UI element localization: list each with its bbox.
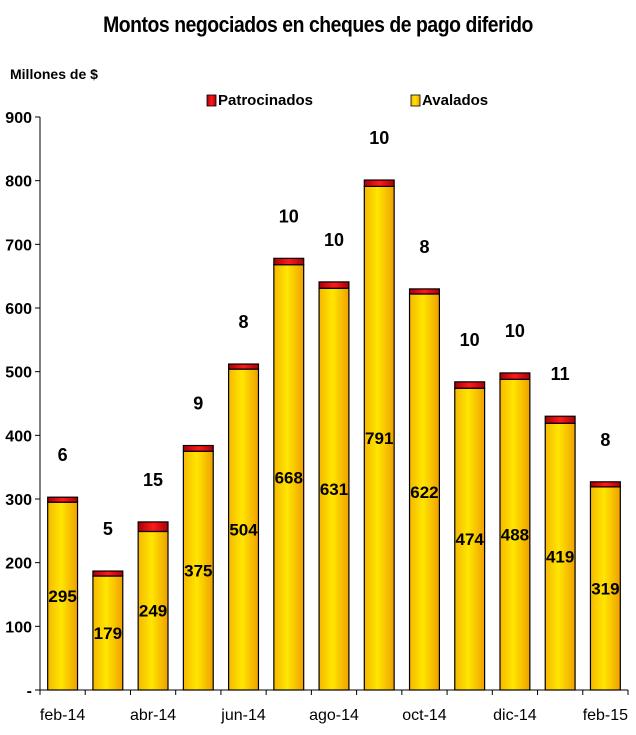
bar-avalados: [408, 293, 440, 691]
bar-patrocinados: [544, 415, 576, 424]
x-tick-label: oct-14: [402, 707, 447, 724]
x-tick-label: abr-14: [130, 707, 176, 724]
bar-avalados: [318, 287, 350, 691]
data-label-patrocinados: 10: [279, 206, 299, 226]
bar-patrocinados: [454, 381, 486, 389]
bar-avalados: [363, 185, 395, 691]
bar-patrocinados: [182, 444, 214, 452]
bar-patrocinados: [228, 363, 260, 370]
bars: 295 6 179 5 249 15 375 9 504 8 668 10 631 10 791 10 622 8…: [47, 128, 621, 691]
data-label-avalados: 488: [501, 526, 529, 545]
data-label-patrocinados: 5: [103, 519, 113, 539]
bar-avalados: [273, 264, 305, 691]
bar-avalados: [544, 422, 576, 691]
legend-label-patrocinados: Patrocinados: [218, 92, 313, 109]
bar-patrocinados: [47, 496, 79, 503]
bar-patrocinados: [499, 372, 531, 380]
bar-patrocinados: [92, 570, 124, 577]
y-tick-label: 700: [5, 237, 32, 254]
bar-avalados: [454, 387, 486, 691]
bar-patrocinados: [137, 521, 169, 533]
bar-patrocinados: [589, 481, 621, 488]
data-label-avalados: 295: [48, 587, 76, 606]
bar-avalados: [182, 450, 214, 691]
bar-patrocinados: [318, 281, 350, 289]
data-label-avalados: 375: [184, 562, 212, 581]
x-tick-label: feb-14: [40, 707, 85, 724]
y-tick-label: 300: [5, 492, 32, 509]
data-label-avalados: 179: [94, 624, 122, 643]
bar-avalados: [47, 501, 79, 691]
y-axis-label: Millones de $: [10, 66, 98, 82]
y-tick-label: -: [27, 683, 32, 700]
data-label-patrocinados: 10: [324, 230, 344, 250]
chart-title: Montos negociados en cheques de pago dif…: [103, 12, 533, 37]
data-label-patrocinados: 9: [193, 394, 203, 414]
data-label-avalados: 419: [546, 548, 574, 567]
y-tick-label: 500: [5, 365, 32, 382]
data-label-patrocinados: 10: [369, 128, 389, 148]
data-label-patrocinados: 11: [551, 364, 570, 384]
legend-swatch-patrocinados: [206, 94, 217, 107]
data-label-avalados: 631: [320, 480, 348, 499]
x-tick-label: jun-14: [220, 707, 266, 724]
data-label-patrocinados: 8: [419, 237, 429, 257]
y-tick-label: 100: [5, 619, 32, 636]
data-label-patrocinados: 10: [505, 321, 525, 341]
bar-patrocinados: [363, 179, 395, 187]
x-tick-label: ago-14: [309, 707, 359, 724]
y-tick-label: 900: [5, 110, 32, 127]
y-tick-label: 600: [5, 301, 32, 318]
x-tick-label: dic-14: [493, 707, 537, 724]
y-tick-label: 400: [5, 428, 32, 445]
data-label-patrocinados: 8: [239, 312, 249, 332]
data-label-avalados: 319: [591, 579, 619, 598]
data-label-avalados: 504: [229, 521, 258, 540]
bar-patrocinados: [408, 288, 440, 295]
data-label-avalados: 668: [275, 468, 303, 487]
data-label-patrocinados: 8: [600, 430, 610, 450]
data-label-patrocinados: 10: [460, 330, 480, 350]
data-label-avalados: 622: [410, 483, 438, 502]
legend-label-avalados: Avalados: [422, 92, 488, 109]
data-label-avalados: 474: [456, 530, 485, 549]
data-label-avalados: 791: [365, 429, 393, 448]
data-label-patrocinados: 6: [58, 445, 68, 465]
data-label-patrocinados: 15: [143, 470, 163, 490]
bar-patrocinados: [273, 257, 305, 266]
legend: Patrocinados Avalados: [206, 92, 488, 109]
bar-avalados: [137, 530, 169, 691]
y-tick-label: 800: [5, 174, 32, 191]
legend-swatch-avalados: [410, 94, 421, 107]
y-tick-label: 200: [5, 556, 32, 573]
bar-avalados: [228, 368, 260, 691]
data-label-avalados: 249: [139, 602, 167, 621]
x-tick-label: feb-15: [583, 707, 628, 724]
